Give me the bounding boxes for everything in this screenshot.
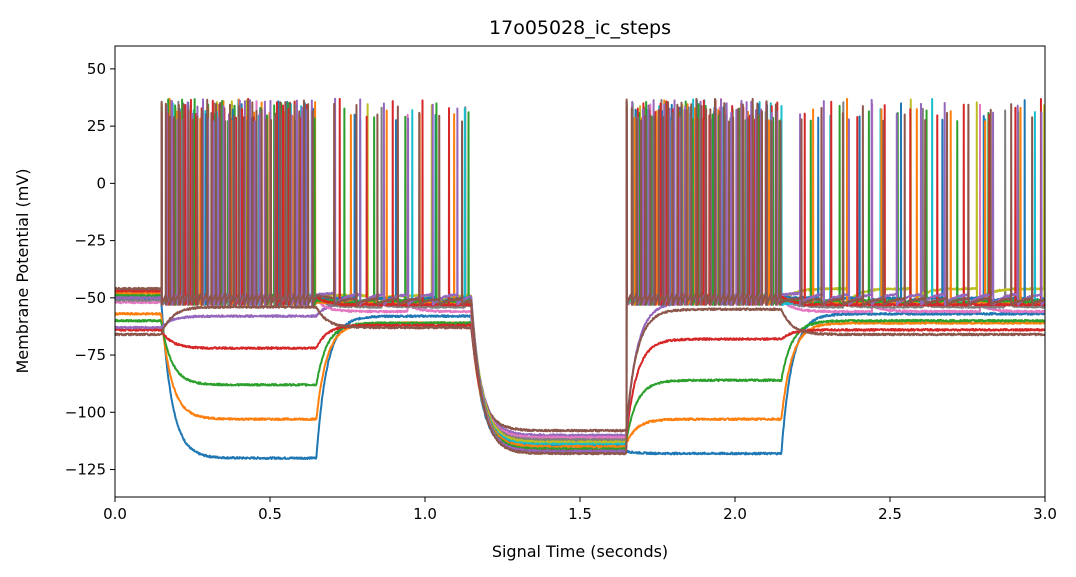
series-line-4 (115, 323, 1045, 442)
y-tick-label: 0 (96, 174, 106, 192)
plot-traces (115, 97, 1045, 460)
series-line-15 (115, 97, 1045, 454)
chart-title: 17o05028_ic_steps (489, 17, 671, 39)
series-line-6 (115, 305, 1045, 433)
x-axis-label: Signal Time (seconds) (492, 542, 668, 561)
x-tick-label: 1.5 (568, 505, 592, 523)
axis-ticks: 0.0 0.5 1.0 1.5 2.0 2.5 3.0 50 25 0 −25 −50 −75 −100 −… (65, 60, 1057, 523)
y-tick-label: −25 (74, 232, 106, 250)
y-tick-label: −75 (74, 346, 106, 364)
x-tick-label: 2.0 (723, 505, 747, 523)
series-line-3 (115, 318, 1045, 444)
y-tick-label: −100 (65, 403, 106, 421)
y-tick-label: −50 (74, 289, 106, 307)
y-tick-label: −125 (65, 461, 106, 479)
y-tick-label: 50 (87, 60, 106, 78)
x-tick-label: 1.0 (413, 505, 437, 523)
x-tick-label: 0.5 (258, 505, 282, 523)
x-tick-label: 0.0 (103, 505, 127, 523)
x-tick-label: 2.5 (878, 505, 902, 523)
y-tick-label: 25 (87, 117, 106, 135)
series-line-16 (115, 97, 1045, 456)
series-line-2 (115, 311, 1045, 447)
y-axis-label: Membrane Potential (mV) (13, 168, 32, 373)
x-tick-label: 3.0 (1033, 505, 1057, 523)
